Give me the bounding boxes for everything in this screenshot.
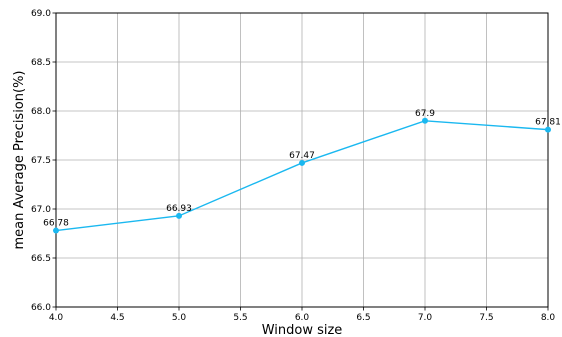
x-tick-label: 7.5: [479, 313, 493, 323]
x-axis-title: Window size: [262, 323, 343, 337]
x-tick-label: 5.5: [233, 313, 247, 323]
x-tick-label: 7.0: [418, 313, 433, 323]
x-tick-label: 8.0: [541, 313, 556, 323]
data-label: 67.9: [415, 109, 435, 119]
y-tick-label: 68.0: [31, 107, 51, 117]
y-tick-label: 66.0: [31, 303, 51, 313]
data-point: [422, 117, 428, 124]
data-label: 66.78: [43, 219, 69, 229]
y-axis-ticks: 66.0 66.5 67.0 67.5 68.0 68.5 69.0: [31, 9, 56, 313]
data-point: [299, 159, 305, 166]
data-point: [545, 126, 551, 133]
x-axis-ticks: 4.0 4.5 5.0 5.5 6.0 6.5 7.0 7.5 8.0: [49, 307, 556, 323]
y-tick-label: 68.5: [31, 58, 51, 68]
data-point: [176, 212, 182, 219]
y-tick-label: 67.0: [31, 205, 51, 215]
y-tick-label: 67.5: [31, 156, 51, 166]
y-axis-title: mean Average Precision(%): [12, 70, 27, 249]
x-tick-label: 4.5: [110, 313, 124, 323]
x-tick-label: 4.0: [49, 313, 64, 323]
y-tick-label: 66.5: [31, 254, 51, 264]
x-tick-label: 6.5: [356, 313, 370, 323]
data-point: [53, 227, 59, 234]
series-layer: 66.78 66.93 67.47 67.9 67.81: [43, 109, 561, 234]
x-tick-label: 5.0: [172, 313, 187, 323]
y-tick-label: 69.0: [31, 9, 51, 19]
x-tick-label: 6.0: [295, 313, 310, 323]
data-label: 67.47: [289, 151, 315, 161]
data-label: 66.93: [166, 204, 192, 214]
data-label: 67.81: [535, 118, 561, 128]
